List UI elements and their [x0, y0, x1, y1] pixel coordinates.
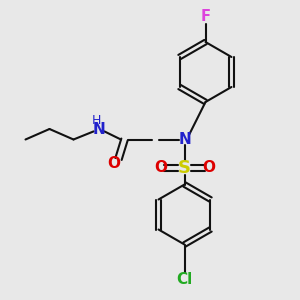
Text: N: N [93, 122, 105, 136]
Text: O: O [154, 160, 167, 175]
Text: F: F [200, 9, 211, 24]
Text: H: H [91, 113, 101, 127]
Text: O: O [202, 160, 215, 175]
Text: S: S [178, 159, 191, 177]
Text: Cl: Cl [176, 272, 193, 287]
Text: N: N [178, 132, 191, 147]
Text: O: O [107, 156, 121, 171]
